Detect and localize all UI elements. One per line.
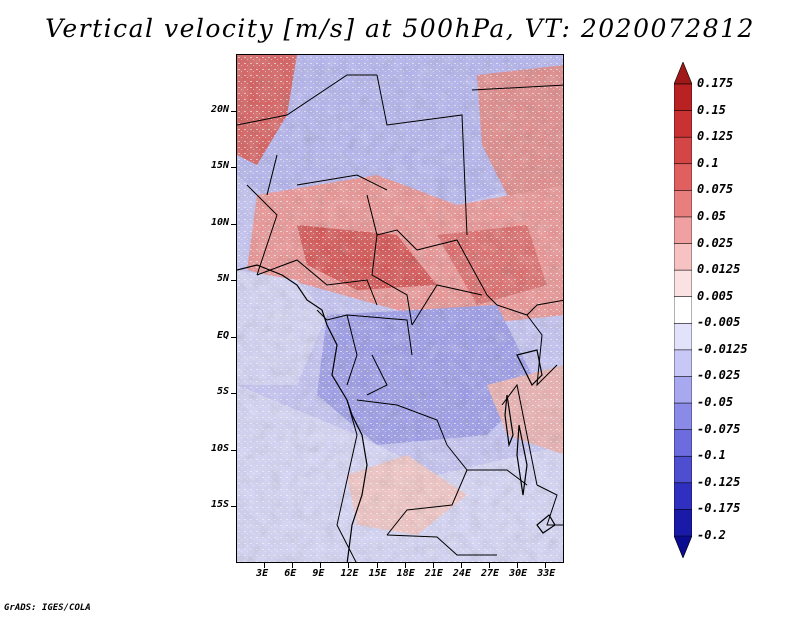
- colorbar-segment: [674, 402, 692, 431]
- colorbar-label: 0.15: [697, 102, 726, 117]
- colorbar-segment: [674, 216, 692, 245]
- colorbar-label: -0.0125: [697, 341, 748, 356]
- colorbar-label: 0.005: [697, 288, 734, 303]
- colorbar-segment: [674, 136, 692, 165]
- lon-tick: [460, 563, 462, 568]
- lon-tick: [264, 563, 266, 568]
- colorbar-label: -0.125: [697, 474, 741, 489]
- colorbar-label: -0.075: [697, 421, 741, 436]
- colorbar-label: 0.175: [697, 76, 734, 90]
- colorbar-segment: [674, 243, 692, 271]
- coastlines: [237, 264, 556, 562]
- colorbar-segment: [674, 163, 692, 192]
- lat-label: EQ: [216, 329, 229, 341]
- lat-label: 20N: [210, 103, 229, 115]
- colorbar-segment: [674, 62, 692, 85]
- lon-label: 9E: [312, 568, 325, 579]
- colorbar-segment: [674, 322, 692, 351]
- lon-label: 3E: [256, 568, 269, 579]
- colorbar-segment: [674, 269, 692, 298]
- colorbar-segment: [674, 482, 692, 511]
- lon-tick: [348, 563, 350, 568]
- lat-label: 15N: [210, 160, 229, 172]
- colorbar-segment: [674, 349, 692, 378]
- colorbar-segment: [674, 190, 692, 218]
- colorbar-label: 0.125: [697, 129, 734, 144]
- lon-tick: [545, 563, 547, 568]
- lon-tick: [320, 563, 322, 568]
- colorbar-label: -0.005: [697, 315, 741, 330]
- lat-tick: [231, 336, 236, 338]
- lon-label: 12E: [340, 568, 359, 579]
- colorbar-segment: [674, 509, 692, 537]
- colorbar-label: -0.1: [697, 448, 726, 463]
- lon-label: 18E: [396, 568, 415, 579]
- lat-label: 10N: [210, 216, 229, 228]
- colorbar-label: 0.1: [697, 155, 719, 170]
- lat-tick: [231, 167, 236, 169]
- lat-label: 15S: [210, 499, 229, 511]
- colorbar-label: -0.2: [697, 528, 726, 542]
- colorbar-segment: [674, 455, 692, 484]
- lon-label: 27E: [481, 568, 500, 579]
- lon-label: 30E: [509, 568, 528, 579]
- lat-tick: [231, 393, 236, 395]
- colorbar-segment: [674, 376, 692, 404]
- lat-tick: [231, 449, 236, 451]
- lat-label: 5S: [216, 386, 229, 398]
- lat-tick: [231, 223, 236, 225]
- lon-tick: [376, 563, 378, 568]
- colorbar-segment: [674, 429, 692, 458]
- lon-tick: [404, 563, 406, 568]
- lon-label: 24E: [452, 568, 471, 579]
- lon-tick: [432, 563, 434, 568]
- lon-label: 21E: [424, 568, 443, 579]
- colorbar-segment: [674, 535, 692, 558]
- plot-title: Vertical velocity [m/s] at 500hPa, VT: 2…: [45, 14, 755, 43]
- colorbar-label: 0.0125: [697, 262, 741, 277]
- colorbar-label: 0.075: [697, 182, 734, 197]
- map-panel: [236, 54, 564, 563]
- colorbar-segment: [674, 110, 692, 138]
- lon-label: 6E: [284, 568, 297, 579]
- lat-label: 10S: [210, 442, 229, 454]
- lon-tick: [292, 563, 294, 568]
- colorbar-segment: [674, 83, 692, 112]
- colorbar-segment: [674, 296, 692, 325]
- lon-tick: [489, 563, 491, 568]
- lat-tick: [231, 110, 236, 112]
- colorbar-label: -0.025: [697, 368, 741, 383]
- colorbar-label: -0.05: [697, 395, 734, 410]
- velocity-field-map: [237, 55, 563, 562]
- colorbar-label: 0.05: [697, 208, 726, 223]
- lon-tick: [517, 563, 519, 568]
- lon-label: 15E: [368, 568, 387, 579]
- lat-label: 5N: [216, 273, 229, 285]
- footer-credit: GrADS: IGES/COLA: [4, 603, 91, 613]
- colorbar: [674, 62, 692, 558]
- lat-tick: [231, 280, 236, 282]
- lat-tick: [231, 506, 236, 508]
- lon-label: 33E: [537, 568, 556, 579]
- colorbar-label: -0.175: [697, 501, 741, 516]
- colorbar-label: 0.025: [697, 235, 734, 250]
